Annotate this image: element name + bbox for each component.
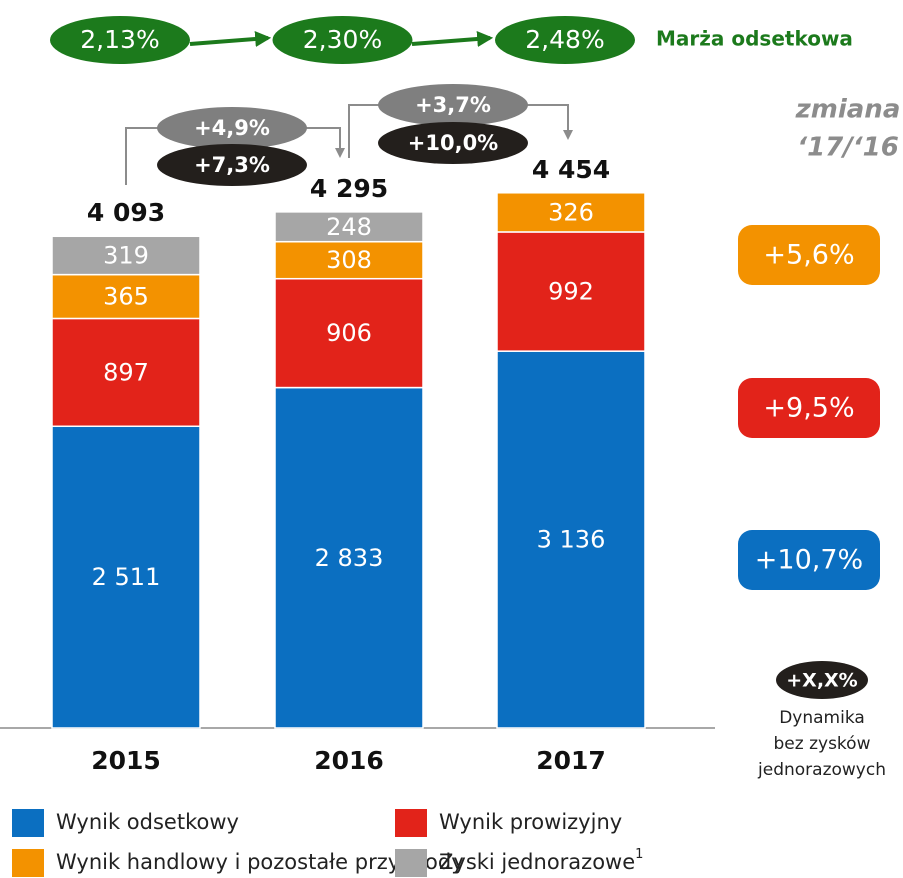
legend-label: Wynik prowizyjny: [439, 810, 622, 834]
change-total: +3,7%: [415, 93, 491, 117]
change-adjusted: +7,3%: [194, 153, 270, 177]
side-title: ‘17/‘16: [797, 133, 899, 163]
side-value: +9,5%: [763, 393, 854, 424]
brackets: [125, 104, 573, 185]
side-badge: [738, 530, 880, 590]
bracket: [125, 127, 160, 185]
bar-segment: [496, 192, 646, 233]
value-label: 2 833: [315, 544, 384, 572]
side-legend-badge: [776, 661, 868, 699]
legend-label: Wynik odsetkowy: [56, 810, 239, 834]
change-badge: [378, 84, 528, 126]
change-badge: [157, 144, 307, 186]
legend-label: Zyski jednorazowe1: [439, 847, 643, 875]
bar-segment: [274, 386, 424, 729]
margin-arrows: [189, 31, 494, 47]
bar-segment: [51, 425, 201, 729]
margin-badge: [50, 16, 190, 64]
value-label: 992: [548, 278, 594, 306]
side-note: bez zysków: [774, 734, 871, 754]
total-label: 4 454: [532, 155, 610, 184]
change-adjusted: +10,0%: [408, 131, 498, 155]
side-value: +10,7%: [755, 545, 863, 576]
value-label: 897: [103, 358, 149, 386]
side-legend-badge-text: +X,X%: [786, 670, 857, 692]
value-label: 3 136: [537, 526, 606, 554]
margin-label: Marża odsetkowa: [656, 27, 853, 51]
legend-swatch: [395, 809, 427, 837]
legend-footnote: 1: [635, 847, 643, 862]
change-badge: [378, 122, 528, 164]
margin-value: 2,48%: [525, 25, 604, 54]
margin-badge: [495, 16, 635, 64]
side-note: jednorazowych: [757, 760, 886, 780]
bar-segment: [51, 317, 201, 428]
bar-segment: [496, 231, 646, 352]
bar-segment: [51, 235, 201, 276]
value-label: 365: [103, 283, 149, 311]
x-tick-label: 2017: [536, 746, 606, 775]
change-badge: [157, 107, 307, 149]
margin-value: 2,13%: [80, 25, 159, 54]
total-label: 4 093: [87, 198, 165, 227]
bar-segment: [274, 211, 424, 243]
value-label: 319: [103, 241, 149, 269]
bracket: [526, 104, 573, 140]
arrow: [411, 31, 494, 47]
x-tick-label: 2016: [314, 746, 384, 775]
side-badge: [738, 225, 880, 285]
bracket: [348, 104, 382, 158]
legend-swatch: [12, 849, 44, 877]
legend-text: Zyski jednorazowe: [439, 850, 635, 874]
side-title: zmiana: [795, 95, 901, 125]
margin-badge: [272, 16, 413, 64]
value-label: 906: [326, 319, 372, 347]
side-badge: [738, 378, 880, 438]
arrow: [189, 31, 272, 47]
bar-segment: [496, 350, 646, 729]
legend-swatch: [395, 849, 427, 877]
value-label: 308: [326, 246, 372, 274]
x-tick-label: 2015: [91, 746, 161, 775]
change-total: +4,9%: [194, 116, 270, 140]
side-value: +5,6%: [763, 240, 854, 271]
bar-segment: [51, 273, 201, 320]
value-label: 2 511: [92, 563, 161, 591]
bracket: [305, 127, 345, 158]
bar-segment: [274, 277, 424, 389]
legend-swatch: [12, 809, 44, 837]
bar-segment: [274, 240, 424, 280]
legend-text: Wynik prowizyjny: [439, 810, 622, 834]
value-label: 248: [326, 213, 372, 241]
margin-value: 2,30%: [303, 25, 382, 54]
side-note: Dynamika: [779, 708, 865, 728]
value-label: 326: [548, 198, 594, 226]
total-label: 4 295: [310, 174, 388, 203]
legend-text: Wynik odsetkowy: [56, 810, 239, 834]
